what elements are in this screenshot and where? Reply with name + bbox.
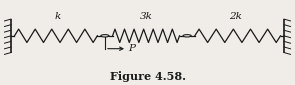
Circle shape <box>101 35 109 37</box>
Text: 2k: 2k <box>229 12 242 21</box>
Text: k: k <box>55 12 61 21</box>
Text: 3k: 3k <box>140 12 153 21</box>
Text: P: P <box>128 44 135 53</box>
Text: Figure 4.58.: Figure 4.58. <box>109 71 186 82</box>
Circle shape <box>183 35 191 37</box>
